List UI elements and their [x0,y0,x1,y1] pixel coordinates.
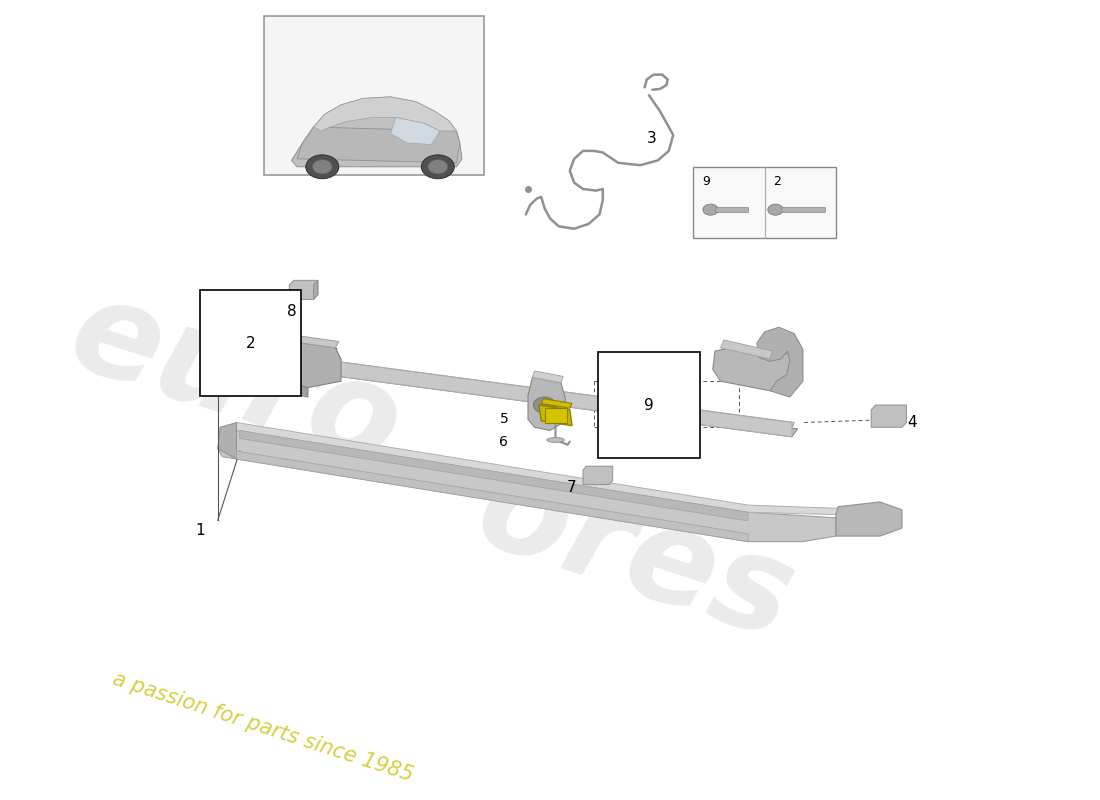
Circle shape [312,160,332,174]
Polygon shape [757,327,803,397]
Polygon shape [218,430,836,542]
Text: 5: 5 [499,412,508,426]
Text: 6: 6 [499,435,508,450]
Bar [544,408,566,422]
Polygon shape [240,374,308,397]
Polygon shape [240,335,341,387]
Circle shape [421,155,454,178]
Polygon shape [218,422,236,459]
Polygon shape [583,466,613,485]
Ellipse shape [547,438,564,442]
Circle shape [703,204,718,215]
Bar [693,166,836,238]
Circle shape [428,160,448,174]
Polygon shape [713,348,801,390]
Text: 1: 1 [196,523,205,538]
Polygon shape [297,127,460,163]
Polygon shape [528,378,565,430]
Text: euro: euro [55,268,417,494]
Text: 2: 2 [246,335,255,350]
Text: ores: ores [462,446,810,666]
Polygon shape [286,362,798,437]
Polygon shape [286,355,794,429]
Polygon shape [289,280,318,299]
Circle shape [768,204,783,215]
Polygon shape [539,405,572,426]
Polygon shape [836,502,902,536]
Text: a passion for parts since 1985: a passion for parts since 1985 [110,669,416,785]
Polygon shape [236,451,748,542]
Polygon shape [390,118,440,145]
Text: 7: 7 [566,480,576,495]
Text: 9: 9 [702,174,710,188]
Text: 3: 3 [647,131,657,146]
Polygon shape [286,355,792,437]
Text: 2: 2 [773,174,781,188]
Polygon shape [781,207,825,212]
Polygon shape [246,329,339,348]
Polygon shape [292,97,462,166]
Polygon shape [541,398,572,408]
Text: 4: 4 [908,415,917,430]
Circle shape [306,155,339,178]
Polygon shape [236,422,838,514]
Circle shape [534,397,556,413]
Text: 9: 9 [645,398,653,413]
Polygon shape [240,430,748,521]
Polygon shape [314,97,456,131]
FancyBboxPatch shape [264,16,484,174]
Polygon shape [715,207,748,212]
Polygon shape [532,371,563,382]
Polygon shape [871,405,906,427]
Polygon shape [314,280,318,299]
Polygon shape [720,340,772,359]
Polygon shape [262,351,299,370]
Text: 8: 8 [287,304,296,319]
